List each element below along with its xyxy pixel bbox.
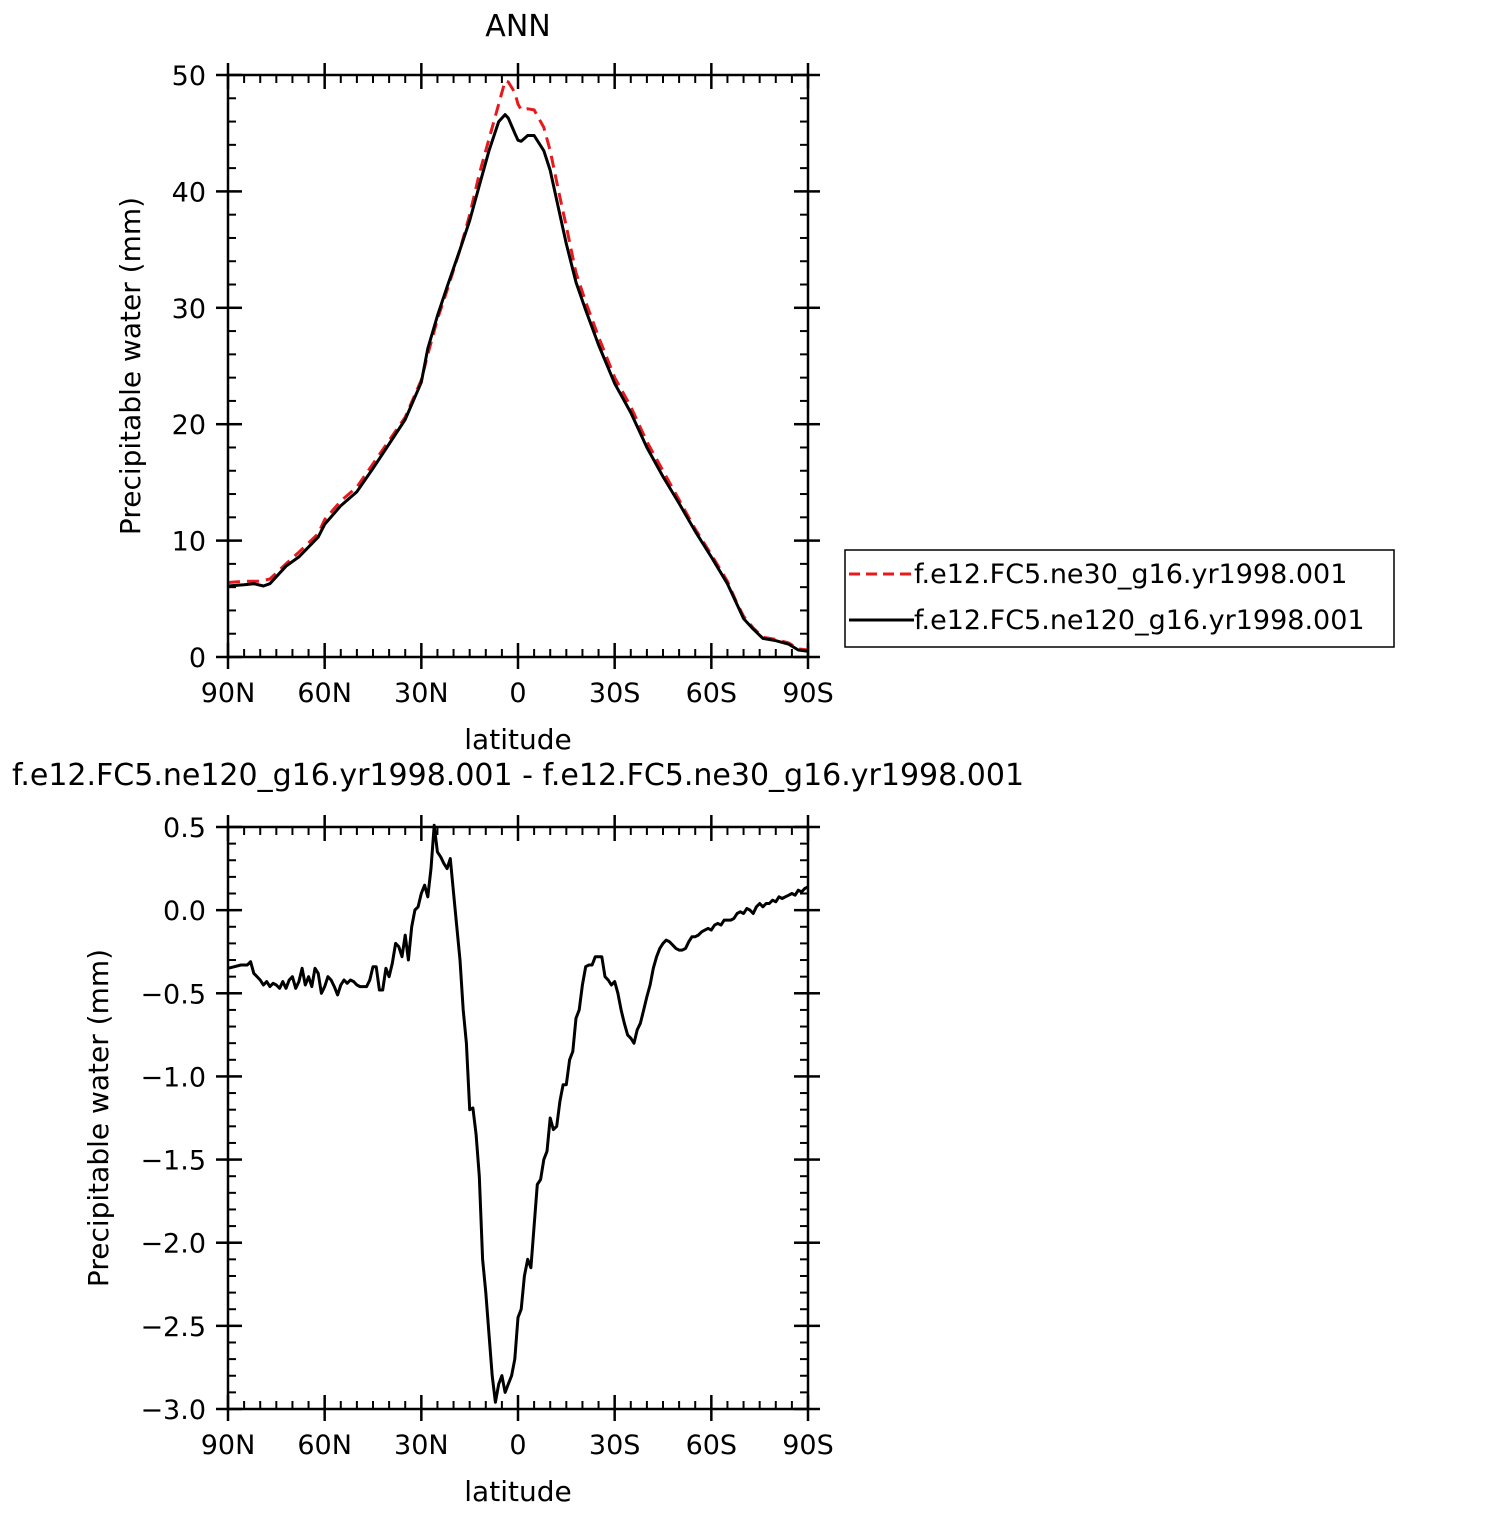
bottom-panel: f.e12.FC5.ne120_g16.yr1998.001 - f.e12.F…: [12, 758, 1024, 1508]
bottom-panel-y-tick-label: −1.5: [140, 1146, 206, 1177]
bottom-panel-y-tick-label: 0.0: [163, 896, 206, 927]
legend-label-ne30: f.e12.FC5.ne30_g16.yr1998.001: [914, 559, 1347, 590]
legend-label-ne120: f.e12.FC5.ne120_g16.yr1998.001: [914, 605, 1365, 636]
top-panel-x-tick-label: 0: [509, 678, 526, 709]
top-panel-y-tick-label: 10: [172, 527, 206, 558]
bottom-panel-x-tick-label: 30N: [394, 1430, 449, 1461]
bottom-panel-y-tick-label: −1.0: [140, 1062, 206, 1093]
bottom-panel-x-tick-label: 90N: [201, 1430, 256, 1461]
bottom-panel-title: f.e12.FC5.ne120_g16.yr1998.001 - f.e12.F…: [12, 758, 1024, 793]
bottom-panel-x-tick-label: 90S: [782, 1430, 834, 1461]
bottom-panel-y-tick-labels: 0.5 0.0 −0.5 −1.0 −1.5 −2.0 −2.5 −3.0: [140, 813, 206, 1426]
bottom-panel-y-axis-label: Precipitable water (mm): [82, 949, 115, 1287]
top-panel-y-tick-label: 0: [189, 643, 206, 674]
bottom-panel-x-tick-label: 0: [509, 1430, 526, 1461]
top-panel-title: ANN: [485, 9, 550, 44]
bottom-panel-x-tick-labels: 90N 60N 30N 0 30S 60S 90S: [201, 1430, 834, 1461]
bottom-panel-y-tick-label: 0.5: [163, 813, 206, 844]
bottom-panel-x-tick-label: 30S: [589, 1430, 641, 1461]
top-panel-x-axis-label: latitude: [464, 723, 571, 756]
top-panel-x-tick-label: 60S: [686, 678, 738, 709]
top-panel-x-tick-label: 30N: [394, 678, 449, 709]
legend-box: [844, 549, 1395, 648]
top-panel-y-tick-label: 50: [172, 61, 206, 92]
top-panel-y-axis-label: Precipitable water (mm): [114, 197, 147, 535]
bottom-panel-series: [227, 823, 809, 1404]
bottom-panel-y-tick-label: −0.5: [140, 979, 206, 1010]
bottom-panel-y-tick-label: −2.0: [140, 1229, 206, 1260]
top-panel-y-tick-labels: 0 10 20 30 40 50: [172, 61, 206, 674]
top-panel-x-tick-label: 60N: [297, 678, 352, 709]
top-panel: ANN Precipitable water (mm) latitude 90N…: [114, 9, 834, 756]
top-panel-y-tick-label: 20: [172, 410, 206, 441]
bottom-panel-x-tick-label: 60N: [297, 1430, 352, 1461]
top-panel-x-tick-label: 90N: [201, 678, 256, 709]
bottom-panel-y-tick-label: −3.0: [140, 1395, 206, 1426]
top-panel-x-tick-label: 30S: [589, 678, 641, 709]
top-panel-frame: [226, 73, 810, 659]
bottom-panel-series-line-1: [227, 823, 809, 1404]
bottom-panel-tick-marks: [216, 815, 820, 1421]
bottom-panel-x-axis-label: latitude: [464, 1475, 571, 1508]
top-panel-x-tick-label: 90S: [782, 678, 834, 709]
legend: f.e12.FC5.ne30_g16.yr1998.001 f.e12.FC5.…: [844, 549, 1395, 648]
top-panel-series-line-2: [227, 113, 809, 653]
top-panel-series-line-1: [227, 79, 809, 652]
top-panel-series: [227, 79, 809, 653]
bottom-panel-x-tick-label: 60S: [686, 1430, 738, 1461]
top-panel-tick-marks: [216, 63, 820, 669]
top-panel-y-tick-label: 30: [172, 294, 206, 325]
bottom-panel-y-tick-label: −2.5: [140, 1312, 206, 1343]
top-panel-y-tick-label: 40: [172, 177, 206, 208]
bottom-panel-frame: [226, 825, 810, 1411]
top-panel-x-tick-labels: 90N 60N 30N 0 30S 60S 90S: [201, 678, 834, 709]
